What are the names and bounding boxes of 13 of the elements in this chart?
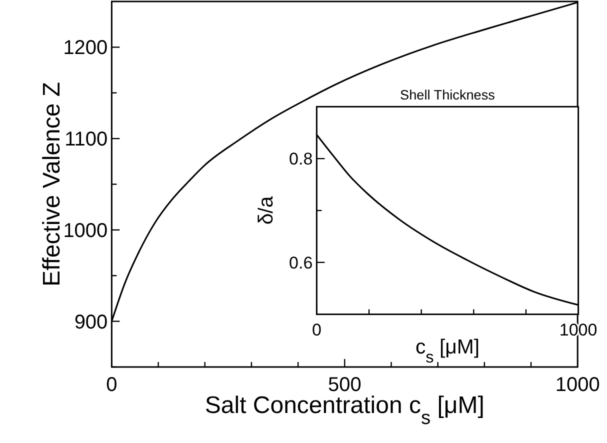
y-tick-label: 0.6 <box>289 253 313 272</box>
x-axis-title: c$_{s}$ [μM] <box>415 336 480 366</box>
y-tick-label: 1000 <box>63 220 108 242</box>
chart-title: Shell Thickness <box>400 88 496 103</box>
y-tick-label: 1100 <box>64 128 108 151</box>
y-tick-label: 900 <box>74 311 108 334</box>
x-tick-label: 0 <box>106 374 118 396</box>
x-tick-label: 1000 <box>555 374 600 396</box>
y-tick-label: 1200 <box>63 37 108 60</box>
y-axis-title: δ/a <box>256 196 278 225</box>
y-axis-title: Effective Valence Z <box>38 82 66 287</box>
y-tick-label: 0.8 <box>289 150 313 169</box>
x-tick-label: 0 <box>312 320 322 340</box>
